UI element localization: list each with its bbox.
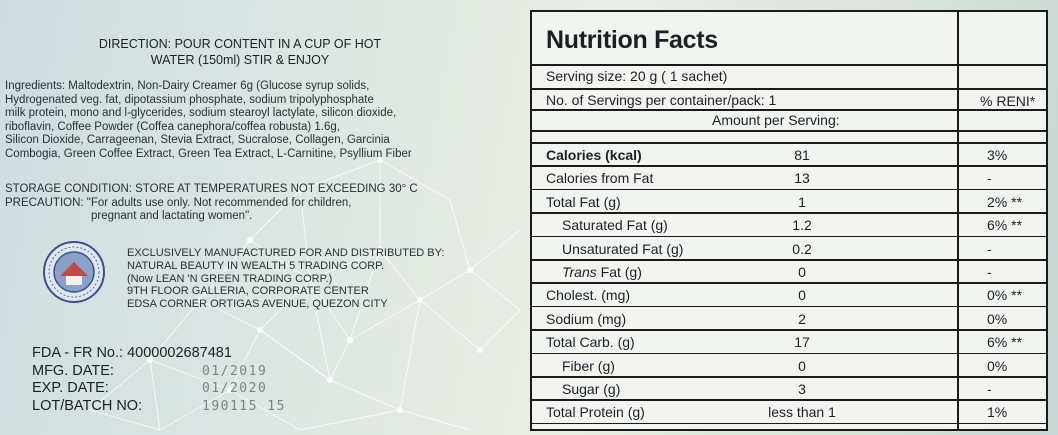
nutrition-facts-title: Nutrition Facts	[546, 26, 718, 54]
exp-date-label: EXP. DATE:	[32, 380, 109, 396]
ingredients-line: Hydrogenated veg. fat, dipotassium phosp…	[5, 93, 374, 106]
direction-text: DIRECTION: POUR CONTENT IN A CUP OF HOT …	[40, 36, 440, 68]
fda-row: FDA - FR No.: 4000002687481	[32, 345, 286, 363]
manufacturer-line: EDSA CORNER ORTIGAS AVENUE, QUEZON CITY	[127, 298, 388, 311]
divider	[532, 88, 1046, 90]
exp-date-value: 01/2020	[202, 381, 268, 396]
nutrient-reni: -	[987, 381, 992, 397]
manufacturer-line: NATURAL BEAUTY IN WEALTH 5 TRADING CORP.	[127, 259, 385, 272]
nutrient-name: Sodium (mg)	[546, 310, 627, 327]
divider	[532, 399, 1046, 401]
divider	[532, 212, 1046, 214]
lot-number-value: 190115 15	[202, 398, 286, 414]
divider	[532, 352, 1046, 355]
nutrient-reni: 2% **	[987, 193, 1023, 210]
nutrient-name: Unsaturated Fat (g)	[562, 240, 684, 257]
nutrient-name: Total Carb. (g)	[546, 334, 635, 351]
precaution-line-2: pregnant and lactating women".	[91, 210, 253, 222]
nutrient-amount: 1.2	[792, 217, 812, 234]
divider	[532, 188, 1046, 191]
divider	[532, 109, 1046, 111]
direction-line-2: WATER (150ml) STIR & ENJOY	[150, 53, 330, 67]
network-pattern-decoration	[0, 0, 530, 435]
mfg-date-row: MFG. DATE: 01/2019	[32, 363, 286, 381]
nutrient-amount: 2	[798, 310, 806, 327]
divider	[532, 376, 1046, 378]
certification-seal-icon	[43, 241, 105, 303]
registration-dates-block: FDA - FR No.: 4000002687481 MFG. DATE: 0…	[32, 345, 286, 415]
nutrient-amount: 0	[798, 287, 806, 304]
storage-condition: STORAGE CONDITION: STORE AT TEMPERATURES…	[5, 183, 418, 195]
nutrient-amount: 3	[798, 381, 806, 397]
nutrient-reni: -	[987, 264, 992, 280]
nutrient-reni: -	[987, 170, 992, 187]
ingredients-line: Silicon Dioxide, Carrageenan, Stevia Ext…	[5, 134, 390, 146]
nutrient-amount: 1	[798, 193, 806, 210]
divider	[532, 235, 1046, 238]
ingredients-line: riboflavin, Coffee Powder (Coffea caneph…	[5, 120, 340, 133]
nutrient-amount: 13	[794, 170, 810, 187]
ingredients-line: Combogia, Green Coffee Extract, Green Te…	[5, 147, 412, 160]
nutrient-reni: 0%	[987, 310, 1008, 327]
nutrient-amount: 81	[794, 147, 810, 163]
servings-per-container: No. of Servings per container/pack: 1	[546, 92, 777, 108]
lot-number-label: LOT/BATCH NO:	[32, 397, 143, 414]
divider	[532, 64, 1046, 66]
mfg-date-value: 01/2019	[202, 363, 268, 379]
nutrient-name: Sugar (g)	[562, 381, 621, 397]
mfg-date-label: MFG. DATE:	[32, 362, 114, 379]
manufacturer-info: EXCLUSIVELY MANUFACTURED FOR AND DISTRIB…	[127, 247, 527, 311]
manufacturer-line: 9TH FLOOR GALLERIA, CORPORATE CENTER	[127, 285, 369, 298]
fda-label: FDA - FR No.:	[32, 345, 124, 361]
nutrient-name: Cholest. (mg)	[546, 287, 631, 304]
nutrient-name: Fiber (g)	[562, 357, 615, 374]
nutrient-name: Trans Fat (g)	[562, 264, 642, 280]
divider	[532, 259, 1046, 261]
nutrient-name: Calories (kcal)	[546, 147, 642, 163]
precaution-line-1: PRECAUTION: "For adults use only. Not re…	[5, 196, 352, 209]
nutrient-amount: 17	[794, 334, 810, 351]
nutrition-facts-panel: Nutrition Facts Serving size: 20 g ( 1 s…	[530, 10, 1048, 431]
ingredients-text: Ingredients: Maltodextrin, Non-Dairy Cre…	[5, 80, 475, 161]
label-left-section: DIRECTION: POUR CONTENT IN A CUP OF HOT …	[0, 0, 530, 435]
nutrient-amount: less than 1	[768, 404, 836, 421]
ingredients-line: Ingredients: Maltodextrin, Non-Dairy Cre…	[5, 80, 370, 92]
divider	[532, 422, 1046, 425]
manufacturer-line: EXCLUSIVELY MANUFACTURED FOR AND DISTRIB…	[127, 247, 445, 259]
nutrient-reni: 6% **	[987, 334, 1023, 351]
reni-header: % RENI*	[980, 93, 1036, 109]
serving-size: Serving size: 20 g ( 1 sachet)	[546, 68, 728, 84]
divider	[532, 282, 1046, 284]
fda-value: 4000002687481	[127, 345, 232, 361]
nutrient-reni: 1%	[987, 404, 1008, 421]
nutrient-name: Total Fat (g)	[546, 193, 621, 210]
amount-per-serving-header: Amount per Serving:	[712, 112, 840, 128]
nutrient-reni: 0% **	[987, 287, 1023, 304]
divider	[532, 130, 1046, 132]
nutrient-reni: -	[987, 240, 992, 257]
manufacturer-line: (Now LEAN 'N GREEN TRADING CORP.)	[127, 272, 333, 285]
nutrient-amount: 0	[798, 357, 806, 374]
storage-precaution-text: STORAGE CONDITION: STORE AT TEMPERATURES…	[5, 183, 475, 224]
ingredients-line: milk protein, mono and l-glycerides, sod…	[5, 107, 397, 119]
divider	[532, 329, 1046, 331]
nutrient-name: Saturated Fat (g)	[562, 217, 668, 234]
divider	[532, 305, 1046, 308]
reni-column-divider	[957, 12, 959, 429]
nutrient-name: Total Protein (g)	[546, 404, 645, 421]
nutrient-name: Calories from Fat	[546, 170, 654, 187]
nutrient-reni: 3%	[987, 147, 1008, 163]
lot-number-row: LOT/BATCH NO: 190115 15	[32, 398, 286, 416]
nutrient-reni: 6% **	[987, 217, 1023, 234]
direction-line-1: DIRECTION: POUR CONTENT IN A CUP OF HOT	[98, 37, 382, 51]
nutrient-amount: 0	[798, 264, 806, 280]
divider	[532, 142, 1046, 144]
nutrient-amount: 0.2	[792, 240, 812, 257]
divider	[532, 165, 1046, 168]
exp-date-row: EXP. DATE: 01/2020	[32, 380, 286, 398]
nutrient-reni: 0%	[987, 357, 1008, 374]
